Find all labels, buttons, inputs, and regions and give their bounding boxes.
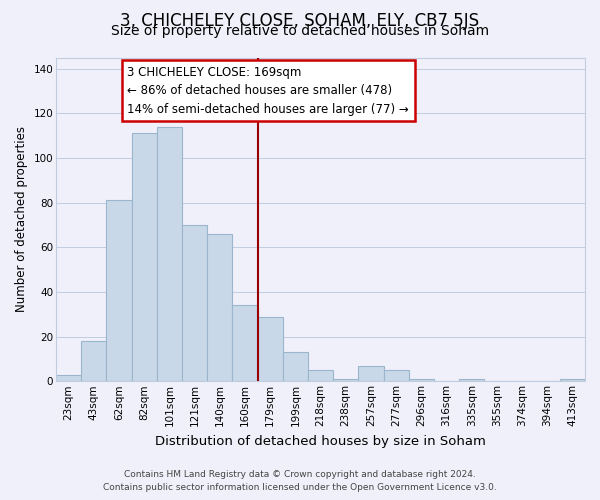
X-axis label: Distribution of detached houses by size in Soham: Distribution of detached houses by size … [155,434,486,448]
Bar [459,379,484,382]
Bar [232,306,257,382]
Bar [409,379,434,382]
Bar [308,370,333,382]
Bar [131,134,157,382]
Text: Size of property relative to detached houses in Soham: Size of property relative to detached ho… [111,24,489,38]
Bar [358,366,383,382]
Bar [383,370,409,382]
Bar [157,126,182,382]
Text: 3 CHICHELEY CLOSE: 169sqm
← 86% of detached houses are smaller (478)
14% of semi: 3 CHICHELEY CLOSE: 169sqm ← 86% of detac… [127,66,409,116]
Bar [56,374,81,382]
Bar [182,225,207,382]
Bar [283,352,308,382]
Bar [207,234,232,382]
Bar [257,316,283,382]
Text: Contains HM Land Registry data © Crown copyright and database right 2024.
Contai: Contains HM Land Registry data © Crown c… [103,470,497,492]
Bar [81,341,106,382]
Bar [106,200,131,382]
Text: 3, CHICHELEY CLOSE, SOHAM, ELY, CB7 5JS: 3, CHICHELEY CLOSE, SOHAM, ELY, CB7 5JS [121,12,479,30]
Bar [333,379,358,382]
Y-axis label: Number of detached properties: Number of detached properties [15,126,28,312]
Bar [560,379,585,382]
